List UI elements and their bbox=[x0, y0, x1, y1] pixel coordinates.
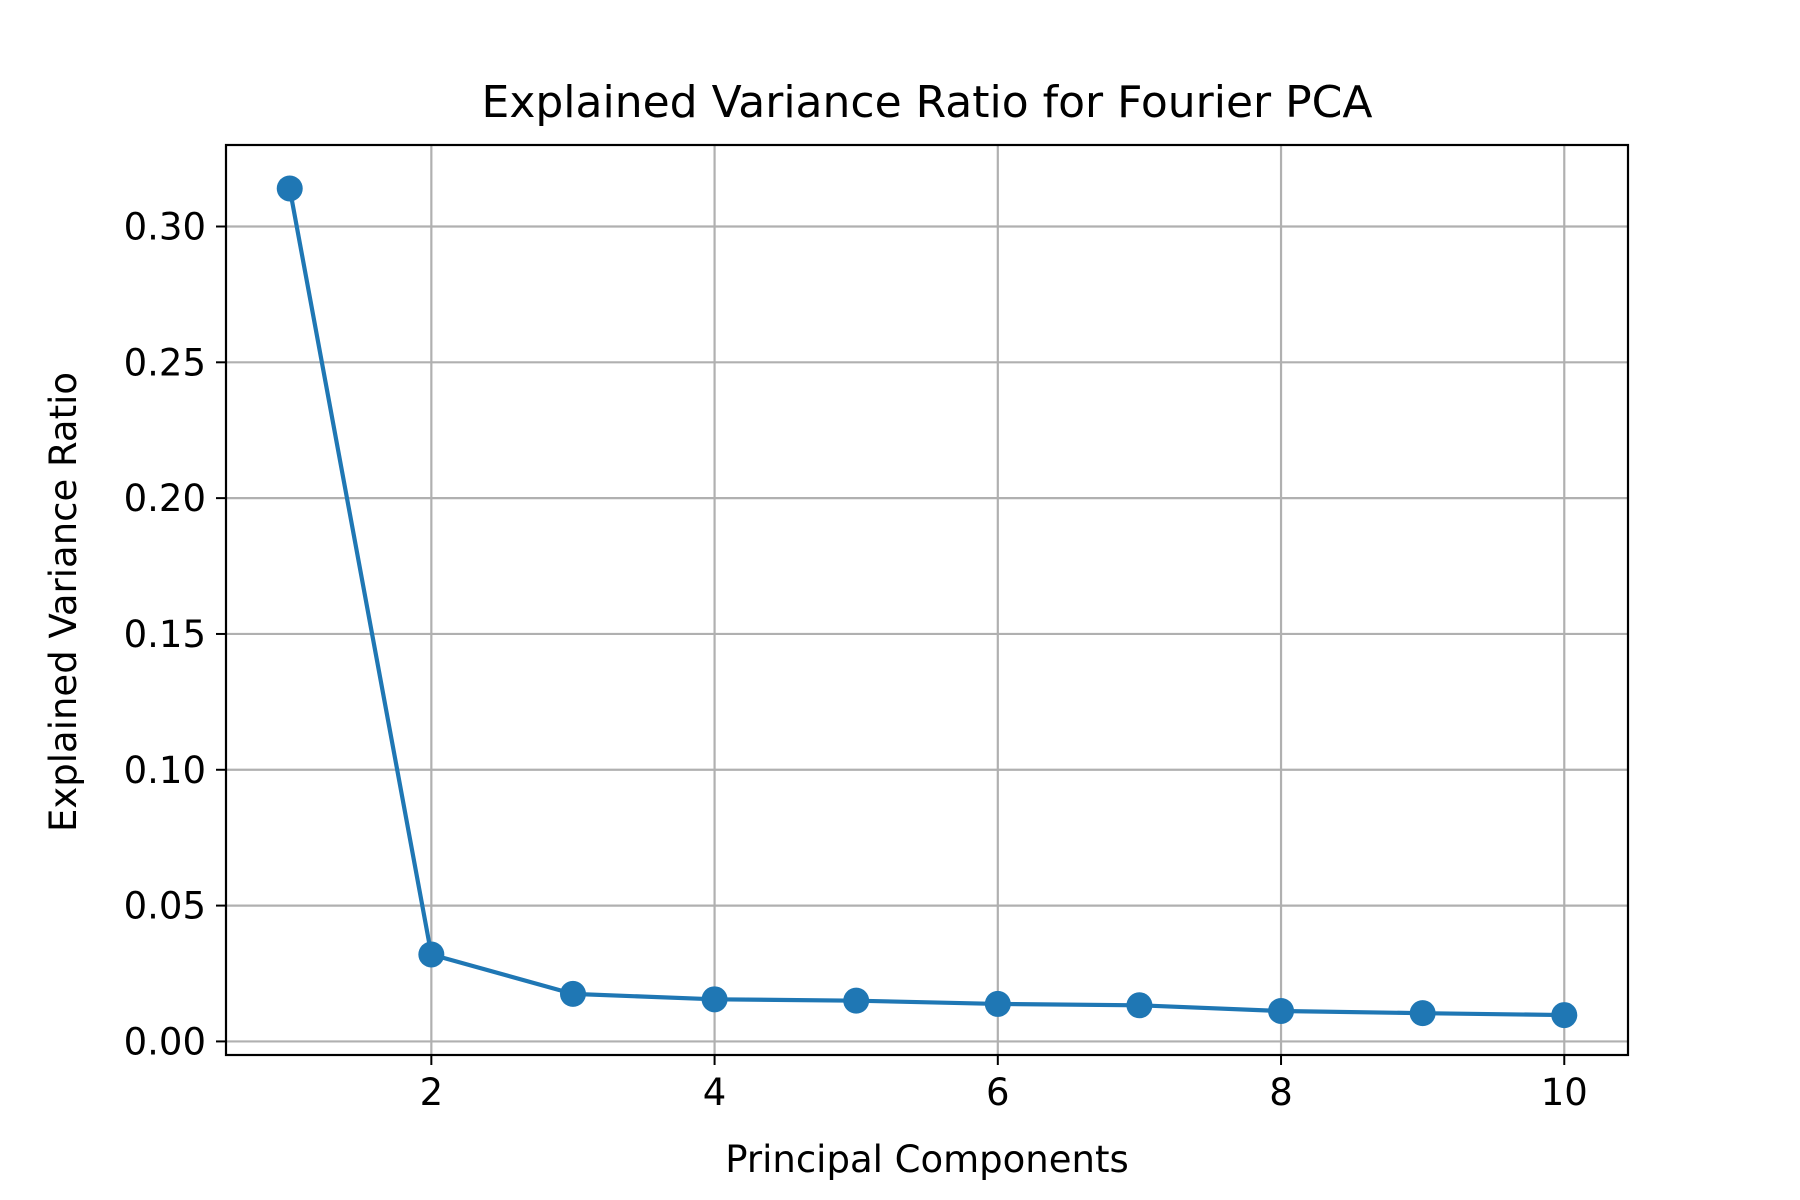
plot-frame bbox=[224, 143, 1630, 1057]
data-point bbox=[843, 987, 870, 1014]
y-tick-label: 0.25 bbox=[124, 341, 206, 384]
data-point bbox=[559, 980, 586, 1007]
y-tick-label: 0.00 bbox=[124, 1020, 206, 1063]
x-tick-label: 8 bbox=[1269, 1071, 1293, 1114]
x-tick-label: 6 bbox=[986, 1071, 1010, 1114]
data-point bbox=[1268, 997, 1295, 1024]
y-tick-label: 0.05 bbox=[124, 885, 206, 928]
y-tick-label: 0.30 bbox=[124, 205, 206, 248]
x-tick-label: 4 bbox=[703, 1071, 727, 1114]
y-tick-label: 0.20 bbox=[124, 477, 206, 520]
data-point bbox=[418, 941, 445, 968]
chart-title: Explained Variance Ratio for Fourier PCA bbox=[482, 77, 1373, 128]
x-tick-label: 10 bbox=[1541, 1071, 1588, 1114]
data-point bbox=[701, 986, 728, 1013]
grid bbox=[226, 145, 1628, 1055]
data-point bbox=[984, 990, 1011, 1017]
ticks: 2 4 6 8 10 0.00 0.05 0.10 0.15 0.20 0.25 0.30 bbox=[124, 205, 1588, 1114]
data-point bbox=[1126, 992, 1153, 1019]
y-tick-label: 0.10 bbox=[124, 749, 206, 792]
x-axis-label: Principal Components bbox=[725, 1138, 1129, 1181]
y-tick-label: 0.15 bbox=[124, 613, 206, 656]
data-point bbox=[1551, 1002, 1578, 1029]
series-layer bbox=[276, 175, 1578, 1029]
series-line bbox=[287, 188, 1565, 1018]
data-point bbox=[1409, 1000, 1436, 1027]
x-tick-label: 2 bbox=[420, 1071, 444, 1114]
y-axis-label: Explained Variance Ratio bbox=[42, 372, 85, 832]
data-point bbox=[276, 175, 303, 202]
